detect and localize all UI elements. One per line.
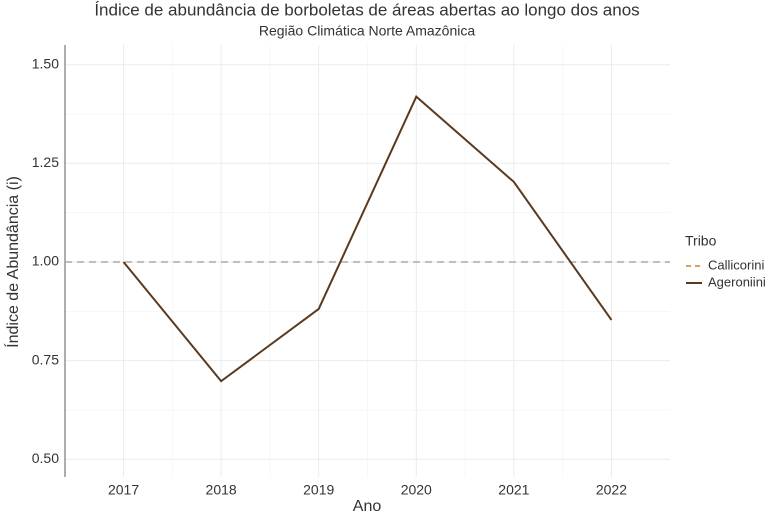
y-tick-label: 1.00: [32, 253, 59, 269]
x-tick-label: 2017: [108, 482, 139, 498]
y-tick-label: 0.50: [32, 450, 59, 466]
x-tick-label: 2019: [303, 482, 334, 498]
x-tick-label: 2021: [498, 482, 529, 498]
y-tick-label: 1.50: [32, 55, 59, 71]
chart-subtitle: Região Climática Norte Amazônica: [259, 23, 476, 39]
x-tick-label: 2022: [596, 482, 627, 498]
x-axis-label: Ano: [353, 498, 382, 515]
legend-label: Callicorini: [708, 257, 764, 272]
x-tick-label: 2018: [206, 482, 237, 498]
y-tick-label: 0.75: [32, 351, 59, 367]
y-axis-label: Índice de Abundância (i): [3, 176, 22, 348]
legend-label: Ageroniini: [708, 274, 766, 289]
chart-title: Índice de abundância de borboletas de ár…: [94, 0, 639, 19]
y-tick-label: 1.25: [32, 154, 59, 170]
line-series: [122, 95, 613, 383]
legend-title: Tribo: [685, 233, 717, 249]
x-tick-label: 2020: [401, 482, 432, 498]
